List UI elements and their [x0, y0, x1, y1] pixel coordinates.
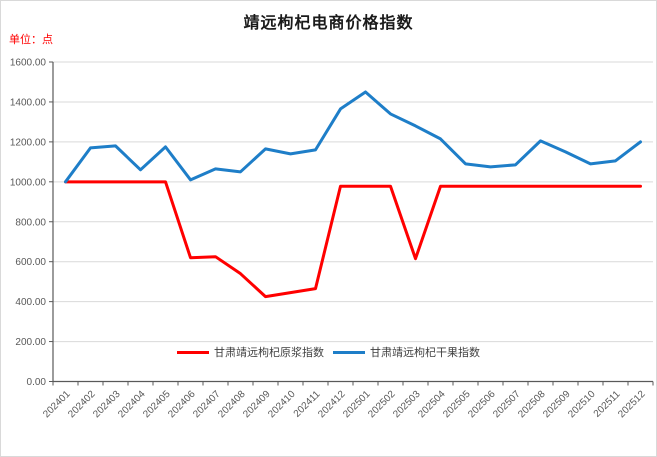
y-tick-label: 800.00	[15, 217, 46, 228]
y-tick-label: 400.00	[15, 297, 46, 308]
series-line-1	[64, 90, 642, 184]
y-tick-label: 1400.00	[10, 97, 47, 108]
y-tick-label: 1200.00	[10, 137, 47, 148]
legend: 甘肃靖远枸杞原浆指数 甘肃靖远枸杞干果指数	[0, 344, 657, 360]
unit-label: 单位：点	[9, 34, 53, 46]
y-tick-label: 200.00	[15, 337, 46, 348]
legend-label-raw-pulp-index: 甘肃靖远枸杞原浆指数	[214, 347, 324, 359]
y-tick-label: 1600.00	[10, 58, 47, 69]
series-line-0	[64, 180, 642, 299]
legend-label-dried-fruit-index: 甘肃靖远枸杞干果指数	[370, 347, 480, 359]
legend-swatch-raw-pulp-line	[177, 350, 209, 354]
x-tick-label: 202410	[266, 389, 298, 421]
y-tick-label: 600.00	[15, 257, 46, 268]
legend-item-raw-pulp-index: 甘肃靖远枸杞原浆指数	[177, 344, 324, 360]
y-tick-label: 1000.00	[10, 177, 47, 188]
x-tick-label: 202510	[566, 389, 598, 421]
x-tick-label: 202512	[616, 389, 648, 421]
y-tick-label: 0.00	[27, 377, 47, 388]
chart-title: 靖远枸杞电商价格指数	[243, 15, 414, 32]
legend-item-dried-fruit-index: 甘肃靖远枸杞干果指数	[333, 344, 480, 360]
legend-swatch-dried-fruit-line	[333, 350, 365, 354]
